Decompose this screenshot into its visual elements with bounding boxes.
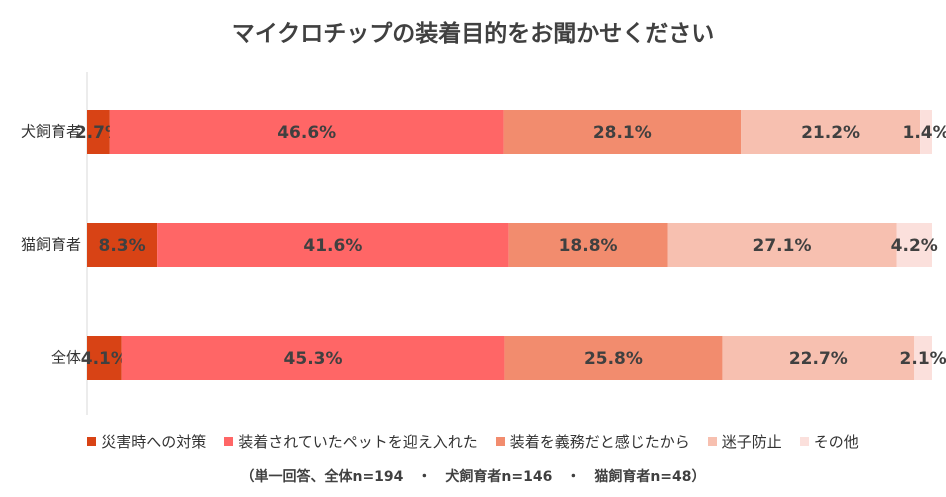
bar-segment xyxy=(504,336,723,380)
data-label: 8.3% xyxy=(98,236,145,256)
chart-title: マイクロチップの装着目的をお聞かせください xyxy=(231,21,715,47)
data-label: 4.2% xyxy=(891,236,938,256)
category-label: 猫飼育者 xyxy=(21,236,81,254)
data-label: 27.1% xyxy=(753,236,812,256)
legend-swatch xyxy=(224,437,234,446)
legend-swatch xyxy=(799,437,809,446)
bar-segment xyxy=(87,110,110,154)
bar-segment xyxy=(503,110,742,154)
data-label: 28.1% xyxy=(593,123,652,143)
data-label: 4.1% xyxy=(81,349,128,369)
data-label: 41.6% xyxy=(303,236,362,256)
legend: 災害時への対策 装着されていたペットを迎え入れた 装着を義務だと感じたから 迷子防止 そ… xyxy=(0,431,946,452)
legend-swatch xyxy=(87,437,97,446)
data-label: 22.7% xyxy=(789,349,848,369)
bar-segment xyxy=(508,223,668,267)
legend-item: 迷子防止 xyxy=(707,431,782,452)
category-label: 全体 xyxy=(51,349,81,367)
data-label: 46.6% xyxy=(277,123,336,143)
data-label: 21.2% xyxy=(801,123,860,143)
data-label: 2.1% xyxy=(900,349,946,369)
bar-segment xyxy=(722,336,915,380)
legend-swatch xyxy=(495,437,505,446)
bar-segment xyxy=(914,336,932,380)
bar-segment xyxy=(87,223,158,267)
legend-label: 装着を義務だと感じたから xyxy=(509,433,690,451)
bar-segment xyxy=(87,336,122,380)
bar-segment xyxy=(920,110,932,154)
category-label: 犬飼育者 xyxy=(21,123,81,141)
data-label: 25.8% xyxy=(584,349,643,369)
bar-segment xyxy=(896,223,932,267)
legend-label: 災害時への対策 xyxy=(101,433,207,451)
legend-item: 装着されていたペットを迎え入れた xyxy=(224,431,478,452)
legend-label: 迷子防止 xyxy=(721,433,782,451)
data-label: 18.8% xyxy=(559,236,618,256)
bar-segment xyxy=(667,223,897,267)
data-label: 1.4% xyxy=(903,123,946,143)
legend-label: 装着されていたペットを迎え入れた xyxy=(238,433,478,451)
bar-segment xyxy=(121,336,505,380)
data-label: 45.3% xyxy=(284,349,343,369)
sample-size-note: （単一回答、全体n=194 ・ 犬飼育者n=146 ・ 猫飼育者n=48） xyxy=(240,469,706,485)
bar-segment xyxy=(109,110,504,154)
legend-swatch xyxy=(707,437,717,446)
bar-segment xyxy=(157,223,509,267)
legend-label: その他 xyxy=(813,433,859,451)
legend-item: 災害時への対策 xyxy=(87,431,206,452)
bar-segment xyxy=(741,110,921,154)
legend-item: その他 xyxy=(799,431,859,452)
legend-item: 装着を義務だと感じたから xyxy=(495,431,690,452)
